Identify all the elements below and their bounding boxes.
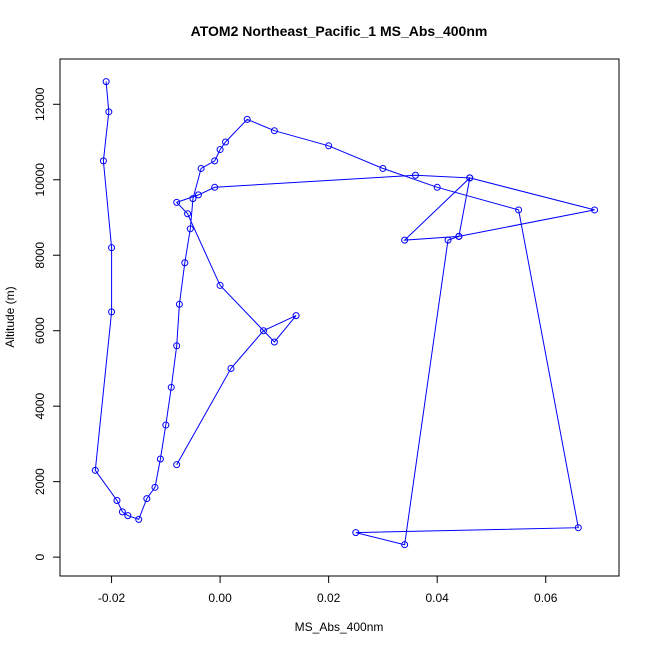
x-tick-label: 0.00 [208, 591, 232, 605]
data-point [108, 308, 116, 316]
y-tick-label: 6000 [33, 317, 47, 344]
data-point [222, 138, 230, 146]
data-point [211, 183, 219, 191]
data-point [216, 146, 224, 154]
series-line [94, 81, 595, 546]
data-point [591, 206, 599, 214]
data-point [352, 529, 360, 537]
y-tick-label: 0 [33, 553, 47, 560]
y-axis: 0 2000 4000 6000 8000 10000 12000 [33, 87, 61, 560]
data-point [173, 342, 181, 350]
data-point [99, 157, 107, 165]
data-point [433, 183, 441, 191]
data-point [197, 164, 205, 172]
data-point [401, 236, 409, 244]
y-axis-label: Altitude (m) [3, 286, 17, 347]
data-point [186, 225, 194, 233]
data-point [515, 206, 523, 214]
data-point [292, 312, 300, 320]
data-point [444, 236, 452, 244]
data-point [325, 142, 333, 150]
data-point [466, 174, 474, 182]
data-point [105, 108, 113, 116]
data-point [216, 281, 224, 289]
data-point [175, 300, 183, 308]
data-point [167, 383, 175, 391]
data-point [162, 421, 170, 429]
data-point [135, 515, 143, 523]
x-tick-label: 0.04 [426, 591, 450, 605]
data-point [113, 497, 121, 505]
data-point [102, 78, 110, 86]
data-point [243, 115, 251, 123]
x-tick-label: 0.02 [317, 591, 341, 605]
data-point [270, 127, 278, 135]
data-point [574, 524, 582, 532]
data-point [227, 364, 235, 372]
data-point [173, 198, 181, 206]
y-tick-label: 12000 [33, 87, 47, 121]
x-axis-label: MS_Abs_400nm [295, 620, 384, 634]
data-point [260, 327, 268, 335]
data-point [211, 157, 219, 165]
y-tick-label: 2000 [33, 468, 47, 495]
y-tick-label: 4000 [33, 393, 47, 420]
plot-area [91, 78, 599, 549]
data-point [411, 171, 419, 179]
x-tick-label: 0.06 [534, 591, 558, 605]
data-point [181, 259, 189, 267]
data-point [124, 512, 132, 520]
data-point [455, 232, 463, 240]
data-point [184, 210, 192, 218]
data-point [379, 164, 387, 172]
chart-title: ATOM2 Northeast_Pacific_1 MS_Abs_400nm [191, 23, 488, 39]
data-point [108, 244, 116, 252]
data-point [270, 338, 278, 346]
data-point [189, 195, 197, 203]
data-point [91, 466, 99, 474]
y-tick-label: 10000 [33, 163, 47, 197]
x-tick-label: -0.02 [98, 591, 126, 605]
data-point [143, 495, 151, 503]
y-tick-label: 8000 [33, 242, 47, 269]
x-axis: -0.02 0.00 0.02 0.04 0.06 [98, 575, 558, 605]
data-point [156, 455, 164, 463]
data-point [173, 461, 181, 469]
data-point [401, 541, 409, 549]
data-point [151, 483, 159, 491]
data-point [194, 191, 202, 199]
data-point [118, 508, 126, 516]
